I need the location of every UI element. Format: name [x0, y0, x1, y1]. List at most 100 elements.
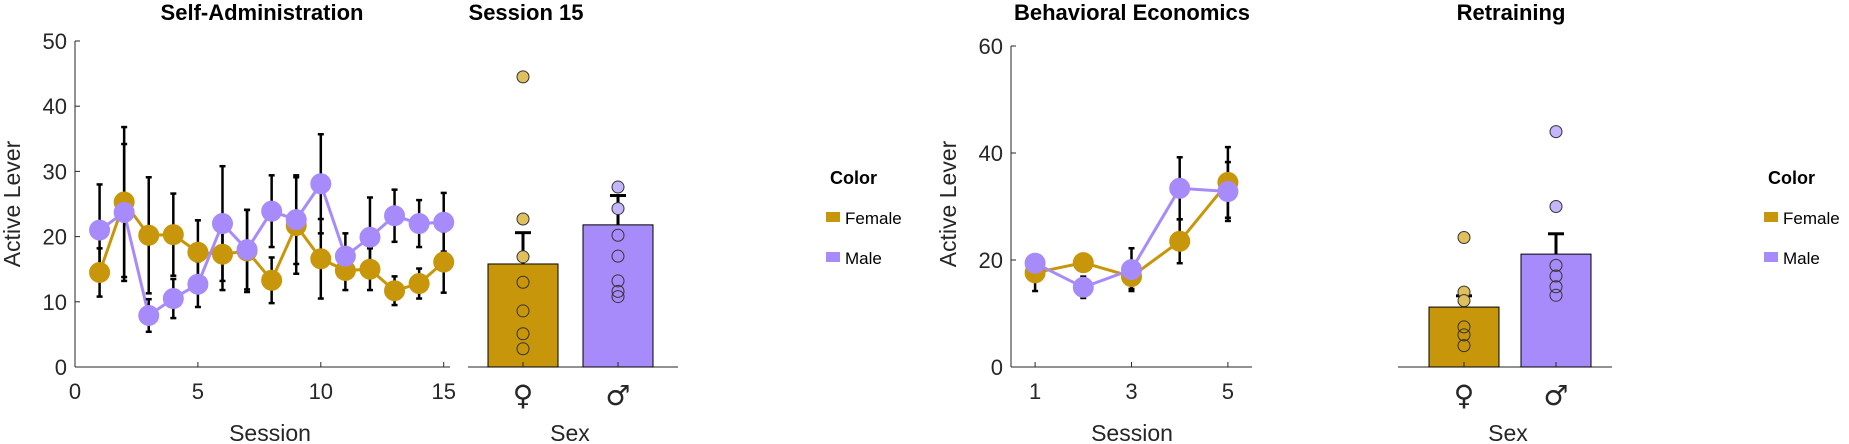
male-data-point	[1072, 276, 1094, 298]
legend-label-female: Female	[1783, 209, 1840, 228]
individual-point	[1457, 328, 1471, 342]
legend-label-male: Male	[845, 249, 882, 268]
male-data-point	[211, 213, 233, 235]
male-data-point	[433, 211, 455, 233]
individual-point	[611, 274, 625, 288]
female-data-point	[261, 269, 283, 291]
x-tick-label: 15	[431, 379, 455, 404]
female-data-point	[1072, 252, 1094, 274]
male-bar	[1520, 253, 1592, 368]
individual-point	[1549, 125, 1563, 139]
sex-symbol-label: ♂	[1543, 379, 1568, 412]
panel-c-title: Behavioral Economics	[1014, 0, 1250, 25]
individual-point	[516, 304, 530, 318]
x-tick-label: 5	[192, 379, 204, 404]
legend-swatch-female	[826, 212, 840, 222]
individual-point	[1457, 294, 1471, 308]
panel-b-title: Session 15	[469, 0, 584, 25]
female-data-point	[408, 273, 430, 295]
x-tick-label: 0	[69, 379, 81, 404]
female-data-point	[1169, 230, 1191, 252]
legend-swatch-male	[1764, 252, 1778, 262]
y-tick-label: 10	[43, 290, 67, 315]
male-data-point	[89, 219, 111, 241]
female-bar	[487, 263, 559, 368]
panel-d-title: Retraining	[1457, 0, 1566, 25]
individual-point	[1549, 280, 1563, 294]
sex-symbol-label: ♂	[605, 379, 630, 412]
legend-swatch-male	[826, 252, 840, 262]
male-data-point	[1169, 177, 1191, 199]
legend-title: Color	[830, 168, 877, 188]
legend-swatch-female	[1764, 212, 1778, 222]
legend-label-female: Female	[845, 209, 902, 228]
male-data-point	[359, 226, 381, 248]
male-data-point	[113, 201, 135, 223]
individual-point	[516, 275, 530, 289]
x-tick-label: 10	[309, 379, 333, 404]
sex-symbol-label: ♀	[513, 379, 534, 412]
legend-right: Color Female Male	[1764, 168, 1840, 268]
female-data-point	[211, 243, 233, 265]
individual-point	[611, 180, 625, 194]
male-data-point	[1024, 252, 1046, 274]
individual-point	[1457, 320, 1471, 334]
individual-point	[516, 250, 530, 264]
y-tick-label: 20	[43, 225, 67, 250]
sex-symbol-label: ♀	[1454, 379, 1475, 412]
panel-a-title: Self-Administration	[161, 0, 364, 25]
behavioral-economics-chart: Active Lever Session 0 20 40 60 1 3 5	[935, 34, 1252, 444]
individual-point	[1457, 339, 1471, 353]
male-data-point	[162, 288, 184, 310]
y-tick-label: 30	[43, 159, 67, 184]
x-axis-label: Sex	[550, 420, 590, 444]
y-tick-label: 0	[991, 355, 1003, 380]
y-tick-label: 40	[979, 141, 1003, 166]
male-data-point	[236, 239, 258, 261]
individual-point	[611, 249, 625, 263]
individual-point	[611, 202, 625, 216]
male-data-point	[285, 209, 307, 231]
y-tick-label: 0	[55, 355, 67, 380]
legend-title: Color	[1768, 168, 1815, 188]
x-axis-label: Sex	[1488, 420, 1528, 444]
individual-point	[611, 290, 625, 304]
individual-point	[516, 342, 530, 356]
individual-point	[1549, 200, 1563, 213]
individual-point	[516, 327, 530, 341]
male-bar	[582, 224, 654, 368]
male-data-point	[334, 245, 356, 267]
x-axis-label: Session	[229, 420, 311, 444]
individual-point	[611, 284, 625, 298]
female-bar	[1428, 306, 1500, 368]
retraining-chart: Sex ♀ ♂	[1398, 125, 1612, 444]
female-data-point	[359, 258, 381, 280]
male-data-point	[310, 173, 332, 195]
male-data-point	[1217, 181, 1239, 203]
individual-point	[1457, 231, 1471, 245]
male-data-point	[408, 213, 430, 235]
female-data-point	[384, 280, 406, 302]
individual-point	[1549, 258, 1563, 272]
female-data-point	[310, 248, 332, 270]
female-data-point	[89, 261, 111, 283]
y-tick-label: 50	[43, 29, 67, 54]
male-data-point	[138, 304, 160, 326]
self-administration-chart: Active Lever Session 0 10 20 30 40 50 0 5 10 15	[0, 29, 456, 444]
x-axis-label: Session	[1091, 420, 1173, 444]
y-tick-label: 40	[43, 94, 67, 119]
legend-left: Color Female Male	[826, 168, 902, 268]
female-data-point	[433, 251, 455, 273]
individual-point	[611, 228, 625, 242]
y-axis-label: Active Lever	[0, 140, 25, 267]
session-15-chart: Sex ♀ ♂	[468, 70, 678, 444]
individual-point	[1549, 269, 1563, 283]
y-tick-label: 60	[979, 34, 1003, 59]
female-data-point	[162, 224, 184, 246]
individual-point	[1549, 288, 1563, 302]
individual-point	[516, 212, 530, 226]
individual-point	[516, 70, 530, 84]
female-data-point	[138, 224, 160, 246]
male-data-point	[261, 200, 283, 222]
